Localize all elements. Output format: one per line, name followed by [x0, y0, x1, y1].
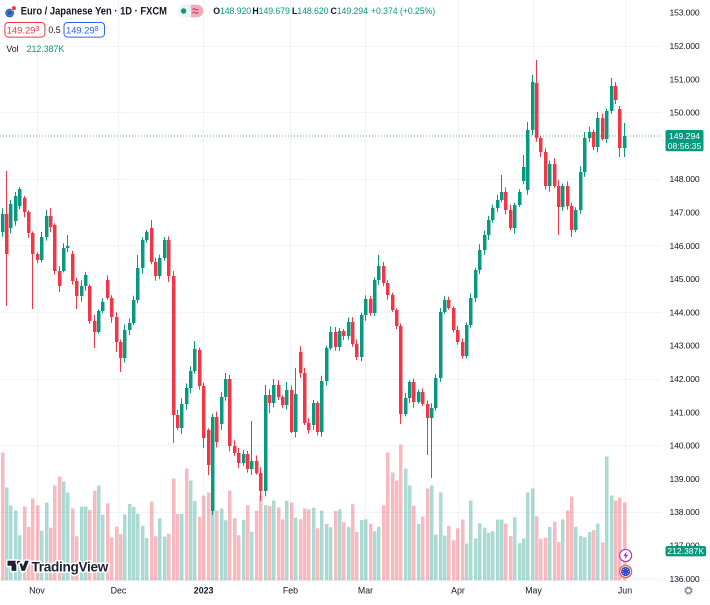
svg-text:148.000: 148.000	[669, 174, 699, 184]
svg-text:143.000: 143.000	[669, 341, 699, 351]
svg-text:145.000: 145.000	[669, 274, 699, 284]
svg-text:141.000: 141.000	[669, 407, 699, 417]
svg-text:Feb: Feb	[283, 586, 298, 596]
svg-text:147.000: 147.000	[669, 208, 699, 218]
svg-text:08:56:35: 08:56:35	[668, 141, 702, 151]
svg-text:Euro / Japanese Yen · 1D · FXC: Euro / Japanese Yen · 1D · FXCM	[21, 6, 167, 18]
svg-text:2023: 2023	[194, 586, 214, 596]
svg-text:149.293: 149.293	[7, 24, 40, 35]
svg-text:142.000: 142.000	[669, 374, 699, 384]
svg-text:+0.374 (+0.25%): +0.374 (+0.25%)	[371, 6, 435, 16]
svg-text:Vol: Vol	[6, 44, 18, 54]
svg-text:140.000: 140.000	[669, 441, 699, 451]
svg-text:139.000: 139.000	[669, 474, 699, 484]
svg-text:150.000: 150.000	[669, 108, 699, 118]
svg-text:144.000: 144.000	[669, 307, 699, 317]
svg-text:151.000: 151.000	[669, 74, 699, 84]
svg-text:May: May	[525, 586, 542, 596]
svg-text:138.000: 138.000	[669, 507, 699, 517]
svg-text:149.298: 149.298	[66, 24, 99, 35]
svg-text:Jun: Jun	[618, 586, 632, 596]
svg-text:O148.920: O148.920	[213, 6, 251, 16]
svg-text:212.387K: 212.387K	[27, 44, 65, 54]
svg-text:0.5: 0.5	[48, 25, 60, 35]
svg-text:TradingView: TradingView	[32, 560, 109, 575]
svg-text:Apr: Apr	[451, 586, 465, 596]
svg-text:136.000: 136.000	[669, 574, 699, 584]
svg-text:212.387K: 212.387K	[667, 546, 704, 556]
svg-text:146.000: 146.000	[669, 241, 699, 251]
svg-text:L148.620: L148.620	[292, 6, 329, 16]
svg-text:Dec: Dec	[111, 586, 127, 596]
svg-text:153.000: 153.000	[669, 8, 699, 18]
svg-text:Mar: Mar	[358, 586, 373, 596]
svg-text:149.294: 149.294	[669, 131, 700, 141]
svg-text:C149.294: C149.294	[331, 6, 369, 16]
svg-text:H149.679: H149.679	[252, 6, 290, 16]
svg-text:Nov: Nov	[29, 586, 45, 596]
svg-text:152.000: 152.000	[669, 41, 699, 51]
